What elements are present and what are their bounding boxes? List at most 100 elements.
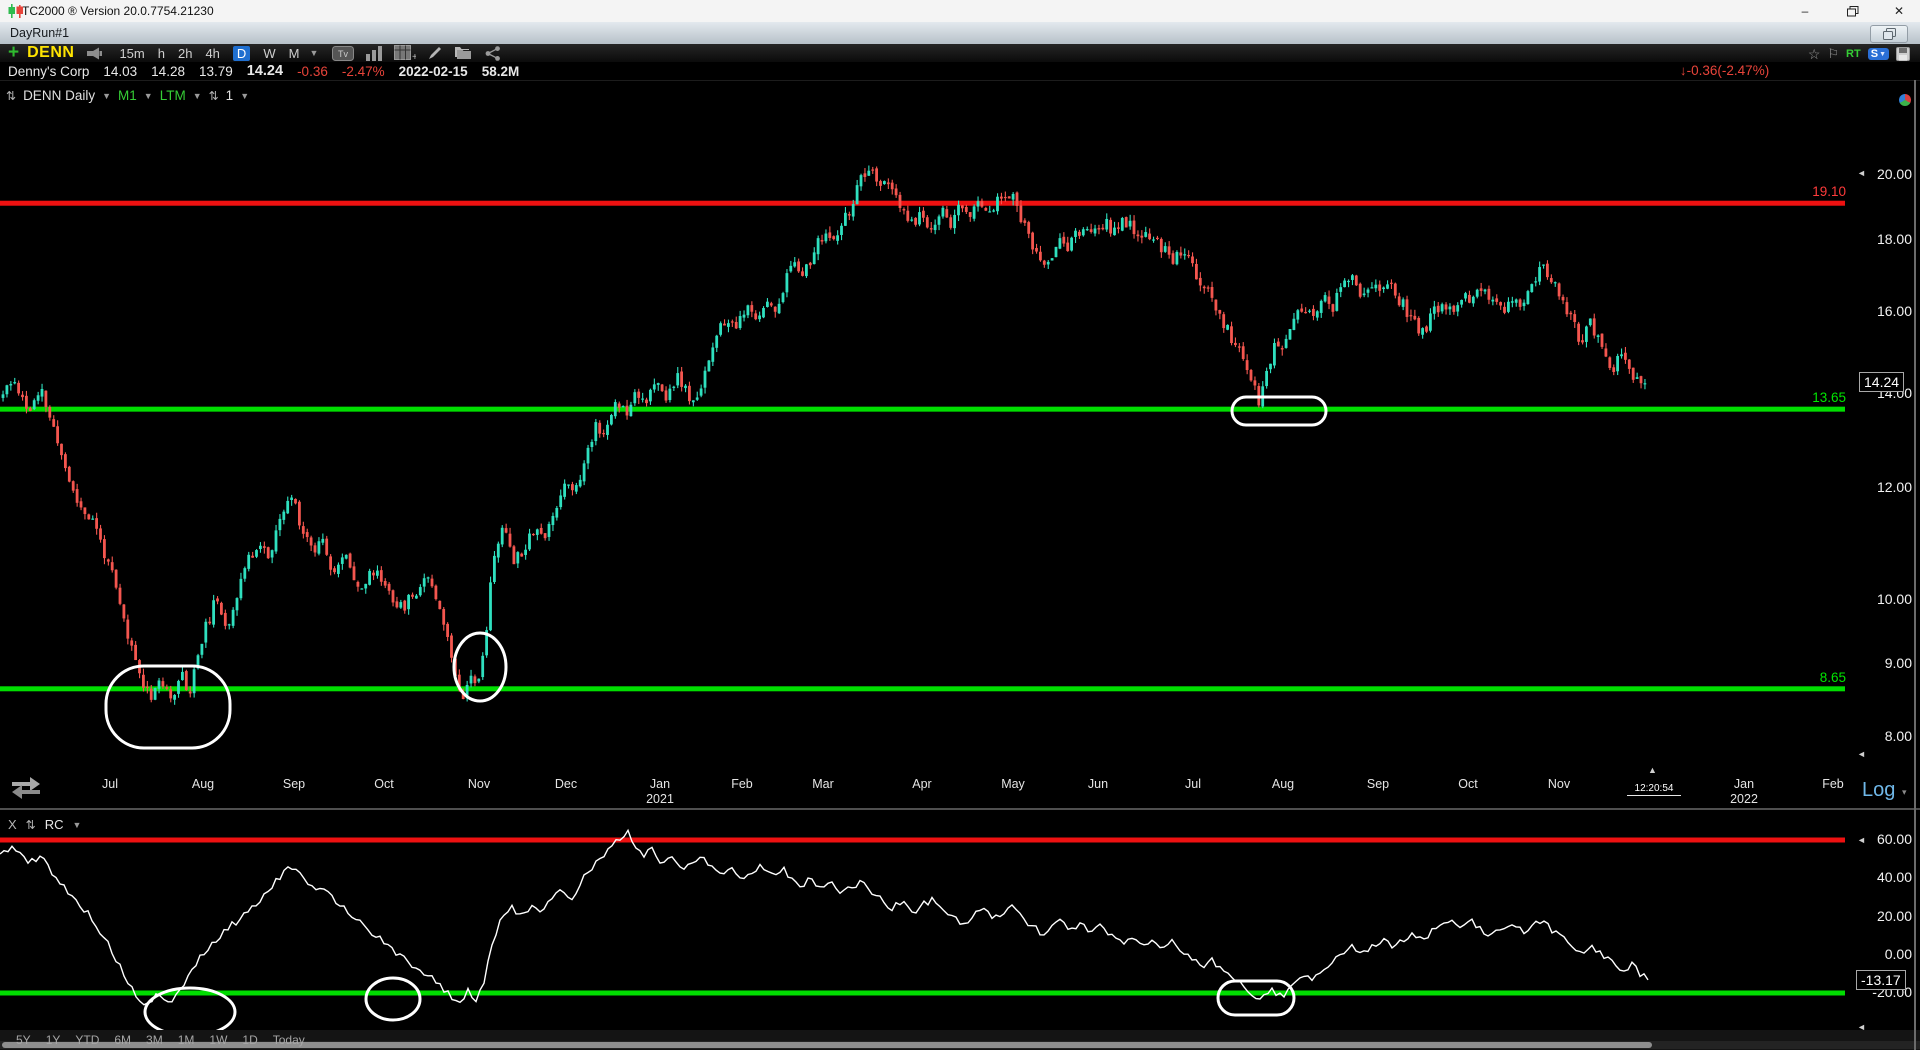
timeframe-15m[interactable]: 15m: [119, 45, 145, 61]
candle-body: [1292, 318, 1296, 330]
rc-reorder-icon[interactable]: ⇅: [25, 817, 36, 832]
log-scale-button[interactable]: Log: [1862, 779, 1896, 801]
industry-link[interactable]: Restaurants: [1783, 63, 1856, 78]
high-value: 14.28: [151, 63, 185, 79]
price-level-line[interactable]: [0, 686, 1845, 692]
timeframe-W[interactable]: W: [263, 45, 276, 61]
candle-body: [769, 303, 773, 306]
pane-divider[interactable]: [0, 808, 1920, 810]
scan-badge[interactable]: S ▼: [1867, 48, 1889, 60]
range-1m[interactable]: 1M: [177, 1033, 195, 1047]
rc-level-line[interactable]: [0, 990, 1845, 996]
axis-arrow-icon[interactable]: ◄: [1857, 749, 1866, 759]
reorder2-icon[interactable]: ⇅: [208, 88, 219, 103]
count-label[interactable]: 1: [225, 88, 234, 103]
volume-bars-icon[interactable]: [365, 45, 383, 61]
scrollbar-thumb[interactable]: [2, 1042, 1652, 1048]
add-symbol-icon[interactable]: +: [8, 42, 20, 63]
timeframe-4h[interactable]: 4h: [205, 45, 220, 61]
candle-wick: [642, 392, 644, 403]
timeframe-M[interactable]: M: [288, 45, 300, 61]
restore-icon: [1847, 5, 1859, 16]
symbol-label[interactable]: DENN: [27, 44, 75, 61]
timeframe-h[interactable]: h: [157, 45, 165, 61]
candle-body: [1191, 256, 1194, 264]
annotation-circle[interactable]: [1216, 979, 1296, 1017]
price-level-line[interactable]: [0, 406, 1845, 412]
axis-arrow-icon[interactable]: ◄: [1857, 835, 1866, 845]
save-icon[interactable]: [1896, 47, 1910, 61]
candle-body: [820, 239, 824, 242]
candle-body: [1382, 287, 1385, 290]
zoom-label[interactable]: LTM: [159, 88, 186, 103]
candle-wick: [1301, 303, 1303, 313]
candle-body: [1148, 233, 1151, 240]
folder-icon[interactable]: [454, 46, 474, 60]
ma-label[interactable]: M1: [118, 88, 137, 103]
rc-level-line[interactable]: [0, 837, 1845, 843]
candle-body: [208, 621, 212, 624]
candle-body: [376, 570, 379, 576]
flag-icon[interactable]: ⚐: [1827, 46, 1840, 61]
candle-body: [1526, 291, 1530, 305]
rc-close-button[interactable]: X: [8, 817, 17, 832]
rc-caret-icon[interactable]: ▼: [72, 819, 82, 830]
candle-body: [1460, 299, 1463, 305]
candle-body: [95, 518, 98, 529]
candle-body: [103, 539, 106, 559]
log-caret-icon[interactable]: ▾: [1902, 787, 1907, 797]
candle-body: [1054, 246, 1058, 258]
candle-wick: [1047, 260, 1049, 269]
range-6m[interactable]: 6M: [114, 1033, 132, 1047]
range-1d[interactable]: 1D: [242, 1033, 258, 1047]
count-caret-icon[interactable]: ▼: [240, 90, 250, 101]
minimize-button[interactable]: –: [1801, 4, 1809, 18]
axis-arrow-icon[interactable]: ◄: [1857, 1022, 1866, 1032]
candle-body: [1296, 310, 1300, 320]
add-indicator-icon[interactable]: +: [394, 45, 416, 61]
range-today[interactable]: Today: [272, 1033, 305, 1047]
close-button[interactable]: ✕: [1893, 4, 1905, 18]
series-label[interactable]: DENN Daily: [23, 88, 96, 103]
range-1w[interactable]: 1W: [209, 1033, 228, 1047]
axis-arrow-icon[interactable]: ◄: [1857, 168, 1866, 178]
price-level-line[interactable]: [0, 200, 1845, 206]
annotation-circle[interactable]: [1230, 395, 1328, 427]
share-icon[interactable]: [485, 45, 502, 61]
sector-pie-icon[interactable]: [1899, 94, 1911, 106]
candle-body: [1226, 324, 1229, 330]
candle-body: [348, 553, 352, 568]
timeframe-2h[interactable]: 2h: [177, 45, 193, 61]
zoom-caret-icon[interactable]: ▼: [192, 90, 202, 101]
layouts-button[interactable]: [1870, 25, 1908, 43]
refresh-icon[interactable]: [8, 772, 44, 802]
candle-body: [130, 640, 134, 646]
range-1y[interactable]: 1Y: [45, 1033, 61, 1047]
timeframe-D[interactable]: D: [232, 45, 251, 61]
rc-indicator-label[interactable]: RC: [44, 817, 64, 832]
ma-caret-icon[interactable]: ▼: [143, 90, 153, 101]
range-ytd[interactable]: YTD: [75, 1033, 100, 1047]
annotation-circle[interactable]: [104, 664, 232, 750]
svg-text:Tv: Tv: [338, 49, 348, 59]
annotation-circle[interactable]: [364, 976, 422, 1022]
tab-dayrun[interactable]: DayRun#1: [10, 26, 70, 40]
annotation-circle[interactable]: [452, 631, 508, 703]
drawing-tools-icon[interactable]: [427, 45, 443, 61]
megaphone-icon[interactable]: [86, 47, 103, 60]
range-3m[interactable]: 3M: [146, 1033, 163, 1047]
timeframe-caret-icon[interactable]: ▼: [309, 48, 319, 58]
candle-body: [1050, 258, 1054, 261]
timeframe-group: 15m h 2h 4h D W M: [119, 45, 300, 61]
restore-button[interactable]: [1838, 0, 1868, 22]
tv-icon[interactable]: Tv: [332, 45, 355, 61]
favorite-star-icon[interactable]: ☆: [1807, 45, 1821, 62]
candle-body: [1058, 238, 1062, 249]
candle-body: [418, 587, 422, 596]
candle-body: [1608, 357, 1612, 368]
reorder-icon[interactable]: ⇅: [6, 88, 17, 103]
down-arrow-icon: ↓: [1679, 63, 1687, 78]
range-5y[interactable]: 5Y: [16, 1033, 31, 1047]
series-caret-icon[interactable]: ▼: [102, 90, 111, 101]
